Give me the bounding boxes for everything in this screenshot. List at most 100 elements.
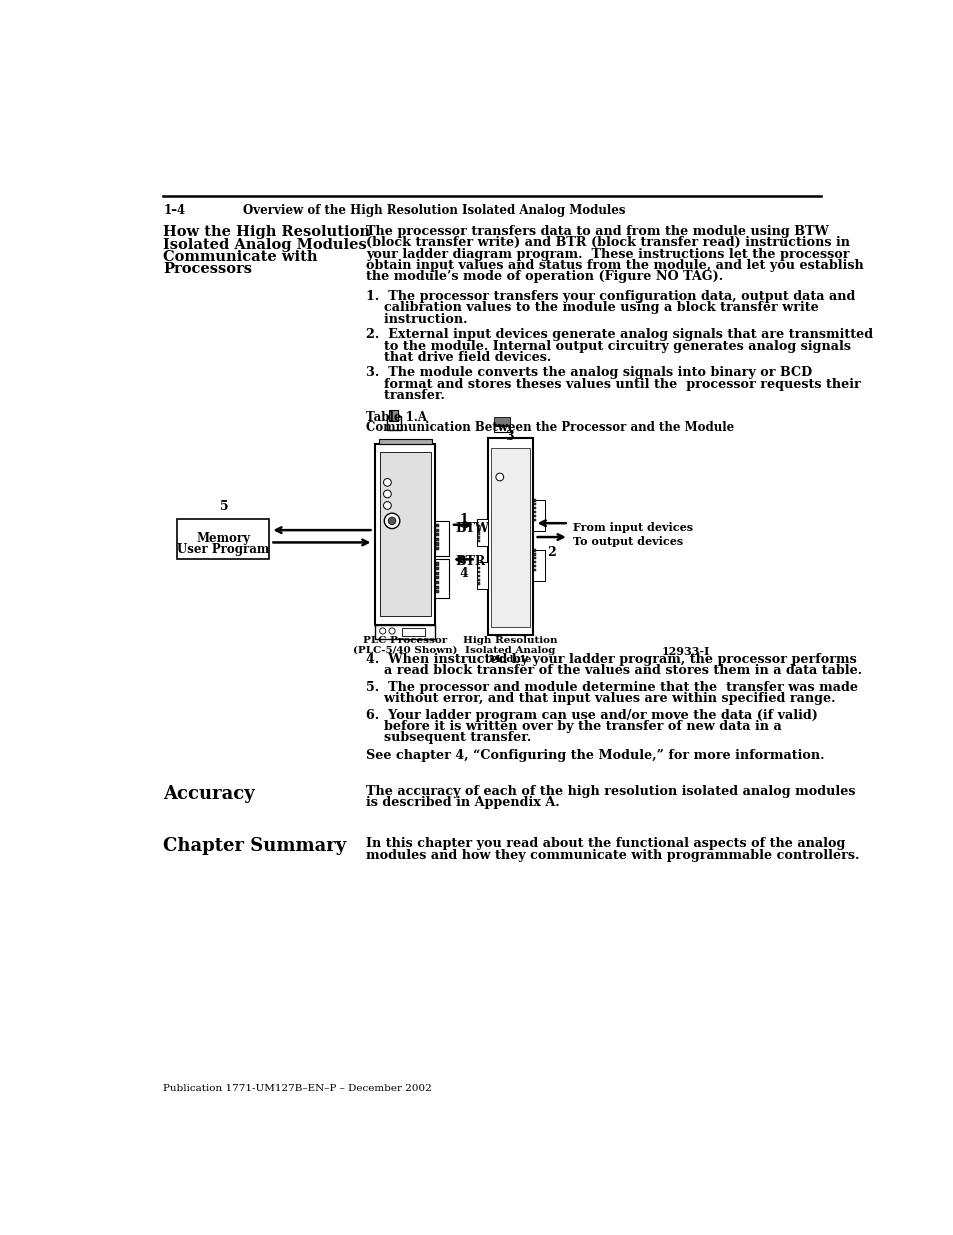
Bar [477, 529, 480, 531]
Bar [491, 448, 530, 627]
Bar [477, 525, 480, 527]
Text: to the module. Internal output circuitry generates analog signals: to the module. Internal output circuitry… [365, 340, 850, 352]
Text: 3: 3 [505, 430, 514, 443]
Bar [488, 438, 533, 635]
Bar [386, 416, 400, 430]
Text: 6.  Your ladder program can use and/or move the data (if valid): 6. Your ladder program can use and/or mo… [365, 709, 817, 721]
Text: 2: 2 [546, 546, 556, 559]
Bar [477, 574, 480, 577]
Text: is described in Appendix A.: is described in Appendix A. [365, 797, 558, 809]
Bar [435, 559, 449, 598]
Text: without error, and that input values are within specified range.: without error, and that input values are… [365, 692, 834, 705]
Bar [378, 440, 431, 443]
Text: Chapter Summary: Chapter Summary [163, 837, 346, 856]
Text: instruction.: instruction. [365, 312, 467, 326]
Bar [436, 537, 438, 541]
Text: 1–4: 1–4 [163, 204, 185, 216]
Bar [477, 540, 480, 542]
Text: From input devices: From input devices [572, 521, 692, 532]
Text: your ladder diagram program.  These instructions let the processor: your ladder diagram program. These instr… [365, 247, 848, 261]
Circle shape [496, 473, 503, 480]
Text: a read block transfer of the values and stores them in a data table.: a read block transfer of the values and … [365, 664, 861, 678]
Text: Communication Between the Processor and the Module: Communication Between the Processor and … [365, 421, 733, 433]
Text: PLC Processor: PLC Processor [363, 636, 447, 646]
Text: In this chapter you read about the functional aspects of the analog: In this chapter you read about the funct… [365, 837, 844, 851]
Text: (block transfer write) and BTR (block transfer read) instructions in: (block transfer write) and BTR (block tr… [365, 236, 849, 249]
Text: To output devices: To output devices [572, 536, 682, 547]
Text: the module’s mode of operation (Figure NO TAG).: the module’s mode of operation (Figure N… [365, 270, 722, 283]
Text: modules and how they communicate with programmable controllers.: modules and how they communicate with pr… [365, 848, 858, 862]
Bar [477, 532, 480, 535]
Bar [494, 426, 509, 432]
Bar [533, 500, 545, 531]
Bar [534, 515, 536, 517]
Bar [534, 499, 536, 501]
Bar [477, 579, 480, 580]
Bar [436, 524, 438, 527]
Text: Table 1.A: Table 1.A [365, 411, 426, 424]
Text: The accuracy of each of the high resolution isolated analog modules: The accuracy of each of the high resolut… [365, 785, 854, 798]
Circle shape [379, 627, 385, 634]
Text: High Resolution: High Resolution [463, 636, 558, 646]
Text: 1: 1 [459, 514, 468, 526]
Bar [477, 536, 480, 538]
Bar [375, 443, 435, 625]
Text: Processors: Processors [163, 262, 253, 277]
Bar [534, 561, 536, 563]
Text: 5: 5 [220, 500, 229, 513]
Bar [436, 534, 438, 536]
Text: 4: 4 [459, 567, 468, 580]
Text: calibration values to the module using a block transfer write: calibration values to the module using a… [365, 301, 818, 315]
Text: Memory: Memory [196, 532, 250, 546]
Text: 5.  The processor and module determine that the  transfer was made: 5. The processor and module determine th… [365, 680, 857, 694]
Text: transfer.: transfer. [365, 389, 444, 401]
Bar [436, 585, 438, 589]
Bar [534, 503, 536, 505]
Circle shape [389, 627, 395, 634]
Bar [436, 590, 438, 593]
Bar [375, 625, 435, 638]
Bar [477, 571, 480, 573]
Bar [534, 564, 536, 567]
Text: format and stores theses values until the  processor requests their: format and stores theses values until th… [365, 378, 860, 390]
Text: The processor transfers data to and from the module using BTW: The processor transfers data to and from… [365, 225, 828, 238]
Bar [477, 583, 480, 585]
Text: BTW: BTW [456, 522, 489, 536]
Text: How the High Resolution: How the High Resolution [163, 225, 370, 240]
Text: Publication 1771-UM127B–EN–P – December 2002: Publication 1771-UM127B–EN–P – December … [163, 1084, 432, 1093]
Text: Isolated Analog Modules: Isolated Analog Modules [163, 237, 367, 252]
Bar [534, 557, 536, 559]
Bar [436, 547, 438, 550]
Circle shape [383, 490, 391, 498]
Bar [435, 521, 449, 556]
Text: Module: Module [488, 655, 532, 664]
Bar [534, 508, 536, 509]
Bar [534, 511, 536, 514]
Bar [436, 562, 438, 566]
Bar [436, 567, 438, 571]
Bar [476, 520, 488, 546]
Text: BTR: BTR [456, 555, 485, 568]
Bar [534, 568, 536, 571]
Text: User Program: User Program [177, 543, 269, 556]
Text: that drive field devices.: that drive field devices. [365, 351, 551, 364]
Text: See chapter 4, “Configuring the Module,” for more information.: See chapter 4, “Configuring the Module,”… [365, 750, 823, 762]
Bar [177, 519, 269, 558]
Text: subsequent transfer.: subsequent transfer. [365, 731, 531, 745]
Bar [389, 410, 397, 421]
Circle shape [388, 517, 395, 525]
Text: 12933-I: 12933-I [661, 646, 709, 657]
Bar [534, 519, 536, 521]
Text: Isolated Analog: Isolated Analog [465, 646, 556, 655]
Circle shape [384, 514, 399, 529]
Text: (PLC-5/40 Shown): (PLC-5/40 Shown) [353, 646, 457, 655]
Text: obtain input values and status from the module, and let you establish: obtain input values and status from the … [365, 258, 862, 272]
Bar [402, 627, 425, 636]
Circle shape [383, 478, 391, 487]
Text: Accuracy: Accuracy [163, 785, 254, 803]
Text: 4.  When instructed by your ladder program, the processor performs: 4. When instructed by your ladder progra… [365, 653, 856, 667]
Bar [436, 580, 438, 584]
Text: 1.  The processor transfers your configuration data, output data and: 1. The processor transfers your configur… [365, 290, 854, 304]
Bar [436, 542, 438, 546]
Bar [533, 550, 545, 580]
